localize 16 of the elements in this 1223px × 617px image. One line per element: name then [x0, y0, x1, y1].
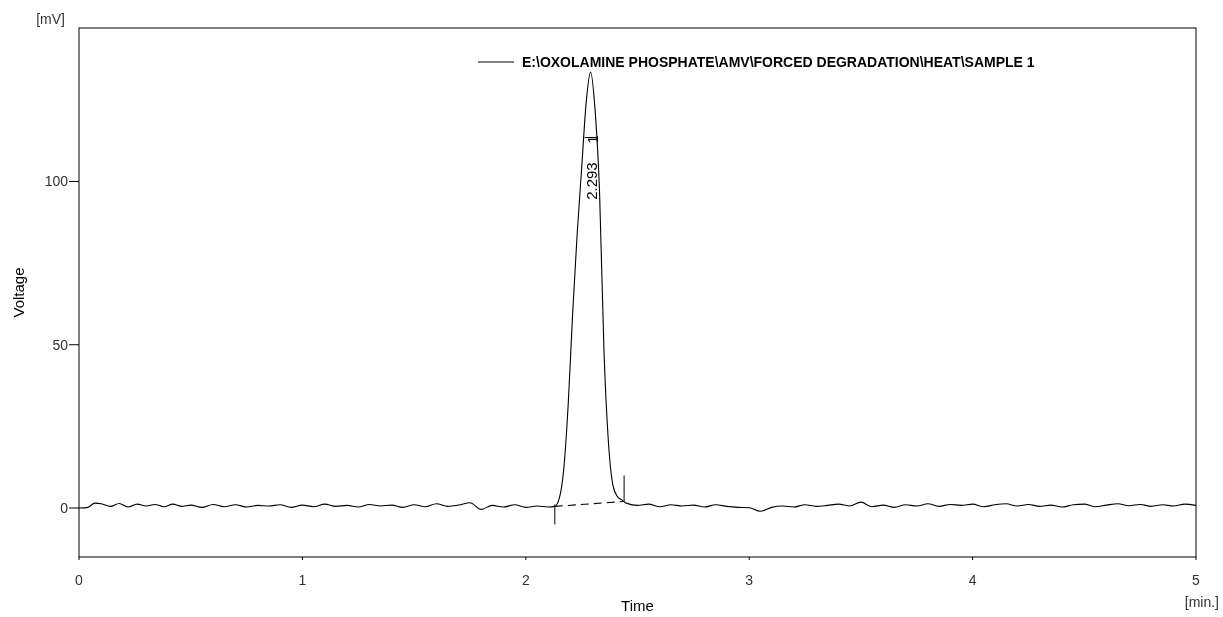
text: [min.] — [1184, 594, 1219, 610]
legend-label: E:\OXOLAMINE PHOSPHATE\AMV\FORCED DEGRADATION\HEAT\SAMPLE 1 — [522, 53, 1035, 70]
x-tick-label: 3 — [745, 572, 754, 588]
annotation: 1 — [583, 135, 601, 144]
x-tick-label: 5 — [1192, 572, 1201, 588]
x-axis-title: Time — [621, 597, 654, 614]
y-tick-label: 0 — [60, 499, 69, 516]
x-tick-label: 4 — [968, 572, 977, 588]
annotation: 2.293 — [582, 162, 600, 200]
y-axis-title: Voltage — [10, 267, 27, 318]
y-tick-label: 50 — [52, 336, 69, 353]
y-tick-label: 100 — [44, 173, 69, 190]
x-tick-label: 0 — [75, 572, 84, 588]
text: [mV] — [36, 11, 65, 27]
x-tick-label: 1 — [298, 572, 307, 588]
x-tick-label: 2 — [521, 572, 530, 588]
